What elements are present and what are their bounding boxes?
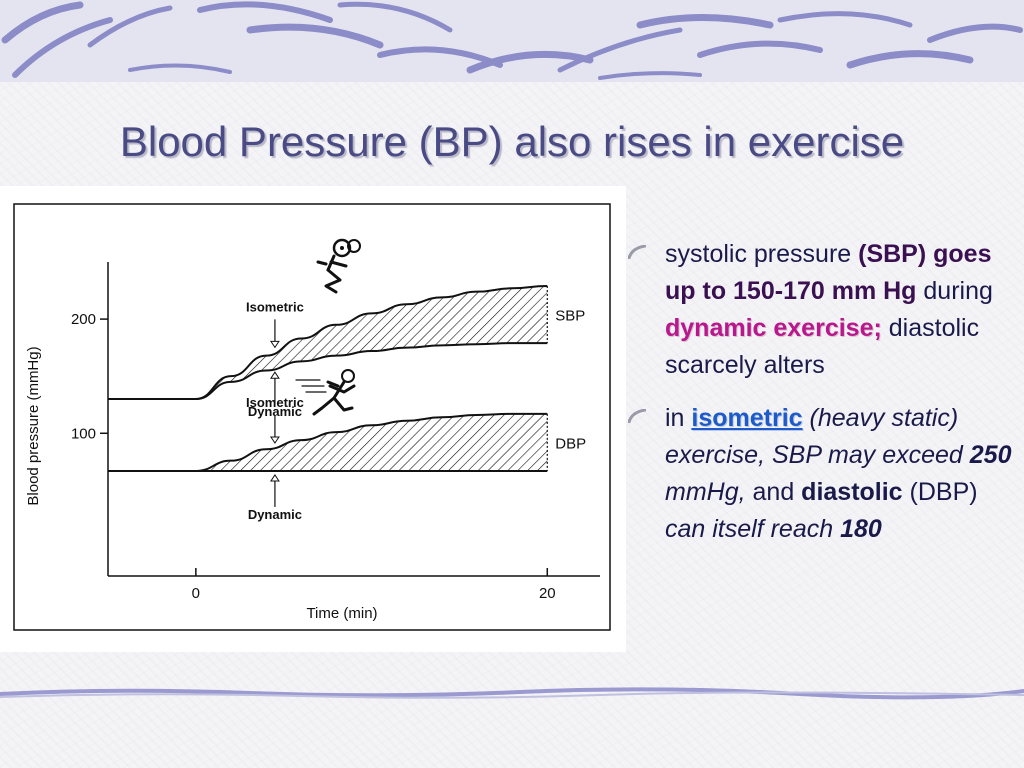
bullet-item-isometric: in isometric (heavy static) exercise, SB… [628, 400, 1024, 548]
slide-title: Blood Pressure (BP) also rises in exerci… [119, 118, 905, 165]
sbp-hatched-band [195, 285, 548, 400]
decorative-bottom-rule [0, 687, 1024, 700]
x-axis-label: Time (min) [306, 605, 377, 622]
bullet-text-segment: in [665, 404, 692, 432]
bullet-text-segment: 250 [969, 441, 1012, 469]
dynamic-dbp-arrowhead [269, 474, 280, 482]
y-tick-label: 200 [71, 311, 96, 328]
bullet-text-segment: (DBP) [902, 478, 978, 506]
bullet-text-segment: diastolic [801, 478, 903, 506]
bullet-text-segment: diastolic scarcely alters [665, 314, 980, 379]
bullet-text-segment: systolic pressure [665, 240, 859, 268]
dbp-hatched-band [195, 413, 548, 471]
bullet-item-sbp: systolic pressure (SBP) goes up to 150-1… [628, 236, 1024, 384]
bullet-text-segment: and [745, 478, 802, 506]
decorative-banner [0, 0, 1024, 82]
bullet-text-segment: ; [873, 314, 882, 342]
bullet-text-segment: (SBP) goes up to 150-170 mm Hg [665, 240, 992, 305]
quill-stroke-icon [628, 409, 646, 423]
bullet-list: systolic pressure (SBP) goes up to 150-1… [628, 236, 1024, 564]
x-tick-label: 20 [539, 585, 556, 602]
isometric-sbp-label: Isometric [246, 299, 304, 314]
quill-stroke-icon [628, 245, 646, 259]
bullet-text-segment: (heavy static) exercise, SBP may exceed [665, 404, 970, 469]
bullet-text-segment: isometric [691, 404, 803, 432]
stick-figure-running-icon [295, 369, 356, 416]
bullet-text-segment: 180 [840, 515, 882, 543]
dynamic-sbp-label: Dynamic [248, 404, 302, 419]
dynamic-sbp-arrowhead [269, 371, 280, 379]
sbp-isometric-line [108, 284, 548, 401]
bullet-text-segment: mmHg, [665, 478, 746, 506]
bullet-text-segment: can itself reach [665, 515, 834, 543]
y-tick-label: 100 [71, 425, 96, 442]
chart-figure: 100 200 0 20 SBP DBP Isometric Dynamic Isometric… [0, 186, 626, 652]
sbp-series-label: SBP [555, 308, 585, 325]
dbp-isometric-line [107, 412, 548, 472]
y-axis-label: Blood pressure (mmHg) [25, 346, 42, 505]
isometric-dbp-label: Isometric [246, 395, 304, 410]
sbp-dynamic-line [108, 342, 548, 401]
bullet-text-segment: during [916, 277, 993, 305]
dbp-series-label: DBP [555, 435, 586, 452]
isometric-dbp-arrowhead [269, 436, 280, 444]
x-tick-label: 0 [192, 585, 200, 602]
bullet-text-sbp: systolic pressure (SBP) goes up to 150-1… [665, 240, 993, 379]
bullet-text-isometric: in isometric (heavy static) exercise, SB… [665, 404, 1011, 543]
stick-figure-jumping-icon [316, 238, 361, 294]
dynamic-dbp-label: Dynamic [248, 507, 302, 522]
isometric-sbp-arrowhead [269, 340, 280, 349]
bullet-text-segment: dynamic exercise [665, 314, 874, 342]
